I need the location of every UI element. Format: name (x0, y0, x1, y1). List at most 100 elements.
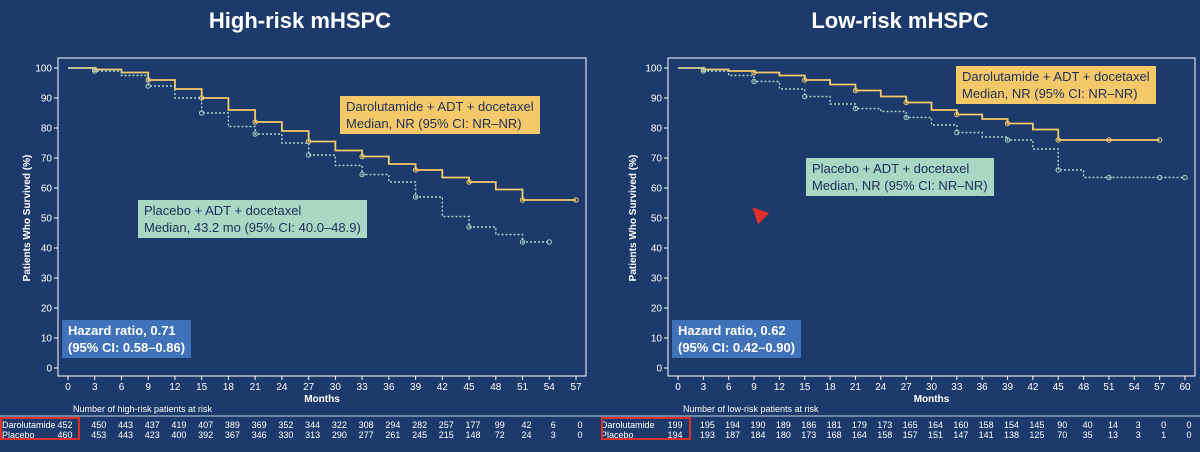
high-risk-title: High-risk mHSPC (208, 8, 392, 33)
y-tick-label: 40 (651, 244, 663, 255)
risk-value: 0 (1161, 420, 1166, 430)
low-risk-placebo-annotation: Placebo + ADT + docetaxel Median, NR (95… (806, 158, 994, 196)
x-axis-label: Months (304, 394, 340, 405)
risk-value: 13 (1108, 430, 1118, 440)
y-tick-label: 10 (651, 334, 663, 345)
x-tick-label: 3 (92, 382, 98, 393)
x-tick-label: 36 (977, 382, 989, 393)
risk-value: 180 (776, 430, 791, 440)
placebo-censor-mark (466, 224, 472, 230)
x-tick-label: 42 (1027, 382, 1039, 393)
risk-value: 165 (903, 420, 918, 430)
risk-value: 0 (577, 430, 582, 440)
risk-row-label: Placebo (2, 430, 35, 440)
risk-value: 193 (700, 430, 715, 440)
x-tick-label: 15 (196, 382, 208, 393)
risk-value: 194 (725, 420, 740, 430)
placebo-censor-mark (92, 68, 98, 74)
risk-value: 157 (903, 430, 918, 440)
risk-value: 195 (700, 420, 715, 430)
x-tick-label: 12 (774, 382, 786, 393)
risk-value: 257 (439, 420, 454, 430)
risk-value: 190 (751, 420, 766, 430)
placebo-censor-mark (1004, 137, 1011, 143)
risk-value: 290 (332, 430, 347, 440)
risk-value: 173 (877, 420, 892, 430)
risk-row-label: Darolutamide (2, 420, 56, 430)
darolutamide-censor-mark (852, 87, 859, 94)
risk-value: 443 (118, 420, 133, 430)
x-axis-label: Months (914, 394, 950, 405)
risk-value: 179 (852, 420, 867, 430)
placebo-censor-mark (700, 68, 707, 74)
risk-value: 313 (305, 430, 320, 440)
risk-value: 72 (495, 430, 505, 440)
risk-value: 6 (551, 420, 556, 430)
y-tick-label: 60 (41, 184, 53, 195)
risk-value: 352 (278, 420, 293, 430)
darolutamide-censor-mark (1055, 137, 1061, 143)
annotation-line: Median, NR (95% CI: NR–NR) (962, 86, 1138, 101)
risk-value: 400 (171, 430, 186, 440)
risk-value: 3 (1136, 420, 1141, 430)
placebo-censor-mark (954, 129, 960, 136)
darolutamide-censor-mark (519, 197, 526, 203)
y-tick-label: 20 (41, 304, 53, 315)
risk-value: 35 (1083, 430, 1093, 440)
placebo-censor-mark (802, 93, 808, 100)
x-tick-label: 18 (825, 382, 837, 393)
darolutamide-censor-mark (954, 111, 960, 118)
x-tick-label: 45 (1053, 382, 1065, 393)
x-tick-label: 24 (276, 382, 288, 393)
x-tick-label: 0 (675, 382, 681, 393)
risk-value: 148 (466, 430, 481, 440)
risk-value: 160 (953, 420, 968, 430)
risk-value: 194 (667, 430, 682, 440)
placebo-censor-mark (305, 152, 312, 158)
risk-value: 367 (225, 430, 240, 440)
risk-value: 125 (1029, 430, 1044, 440)
placebo-curve (678, 67, 1185, 179)
darolutamide-censor-mark (1004, 120, 1011, 127)
risk-value: 0 (1186, 420, 1191, 430)
placebo-censor-mark (519, 239, 526, 245)
x-tick-label: 51 (517, 382, 529, 393)
risk-value: 164 (928, 420, 943, 430)
high-risk-panel: High-risk mHSPC 0 10 20 30 40 50 60 70 80 90 100 0 3… (0, 8, 600, 440)
annotation-line: Darolutamide + ADT + docetaxel (962, 69, 1150, 84)
darolutamide-curve (68, 67, 576, 201)
risk-value: 168 (827, 430, 842, 440)
darolutamide-curve (678, 67, 1160, 141)
placebo-censor-mark (852, 105, 859, 112)
x-tick-label: 36 (383, 382, 395, 393)
risk-value: 344 (305, 420, 320, 430)
risk-value: 423 (145, 430, 160, 440)
x-tick-label: 54 (544, 382, 556, 393)
darolutamide-censor-mark (466, 179, 472, 185)
darolutamide-censor-mark (145, 77, 151, 83)
risk-value: 437 (145, 420, 160, 430)
risk-value: 187 (725, 430, 740, 440)
low-risk-panel: Low-risk mHSPC 0 10 20 30 40 50 60 70 80 90 100 0 3 6… (600, 0, 1200, 452)
risk-value: 154 (1004, 420, 1019, 430)
placebo-censor-mark (412, 194, 419, 200)
placebo-censor-mark (198, 110, 205, 116)
risk-value: 70 (1057, 430, 1067, 440)
risk-value: 3 (1136, 430, 1141, 440)
risk-value: 147 (953, 430, 968, 440)
x-tick-label: 18 (223, 382, 235, 393)
placebo-censor-mark (1055, 167, 1061, 173)
risk-value: 389 (225, 420, 240, 430)
darolutamide-censor-mark (573, 197, 579, 203)
risk-value: 245 (412, 430, 427, 440)
risk-value: 14 (1108, 420, 1118, 430)
risk-value: 277 (359, 430, 374, 440)
risk-value: 158 (979, 420, 994, 430)
x-tick-label: 51 (1103, 382, 1115, 393)
risk-value: 452 (57, 420, 72, 430)
y-tick-label: 90 (651, 94, 663, 105)
placebo-censor-mark (751, 78, 757, 85)
y-tick-label: 90 (41, 94, 53, 105)
risk-value: 419 (171, 420, 186, 430)
risk-value: 392 (198, 430, 213, 440)
